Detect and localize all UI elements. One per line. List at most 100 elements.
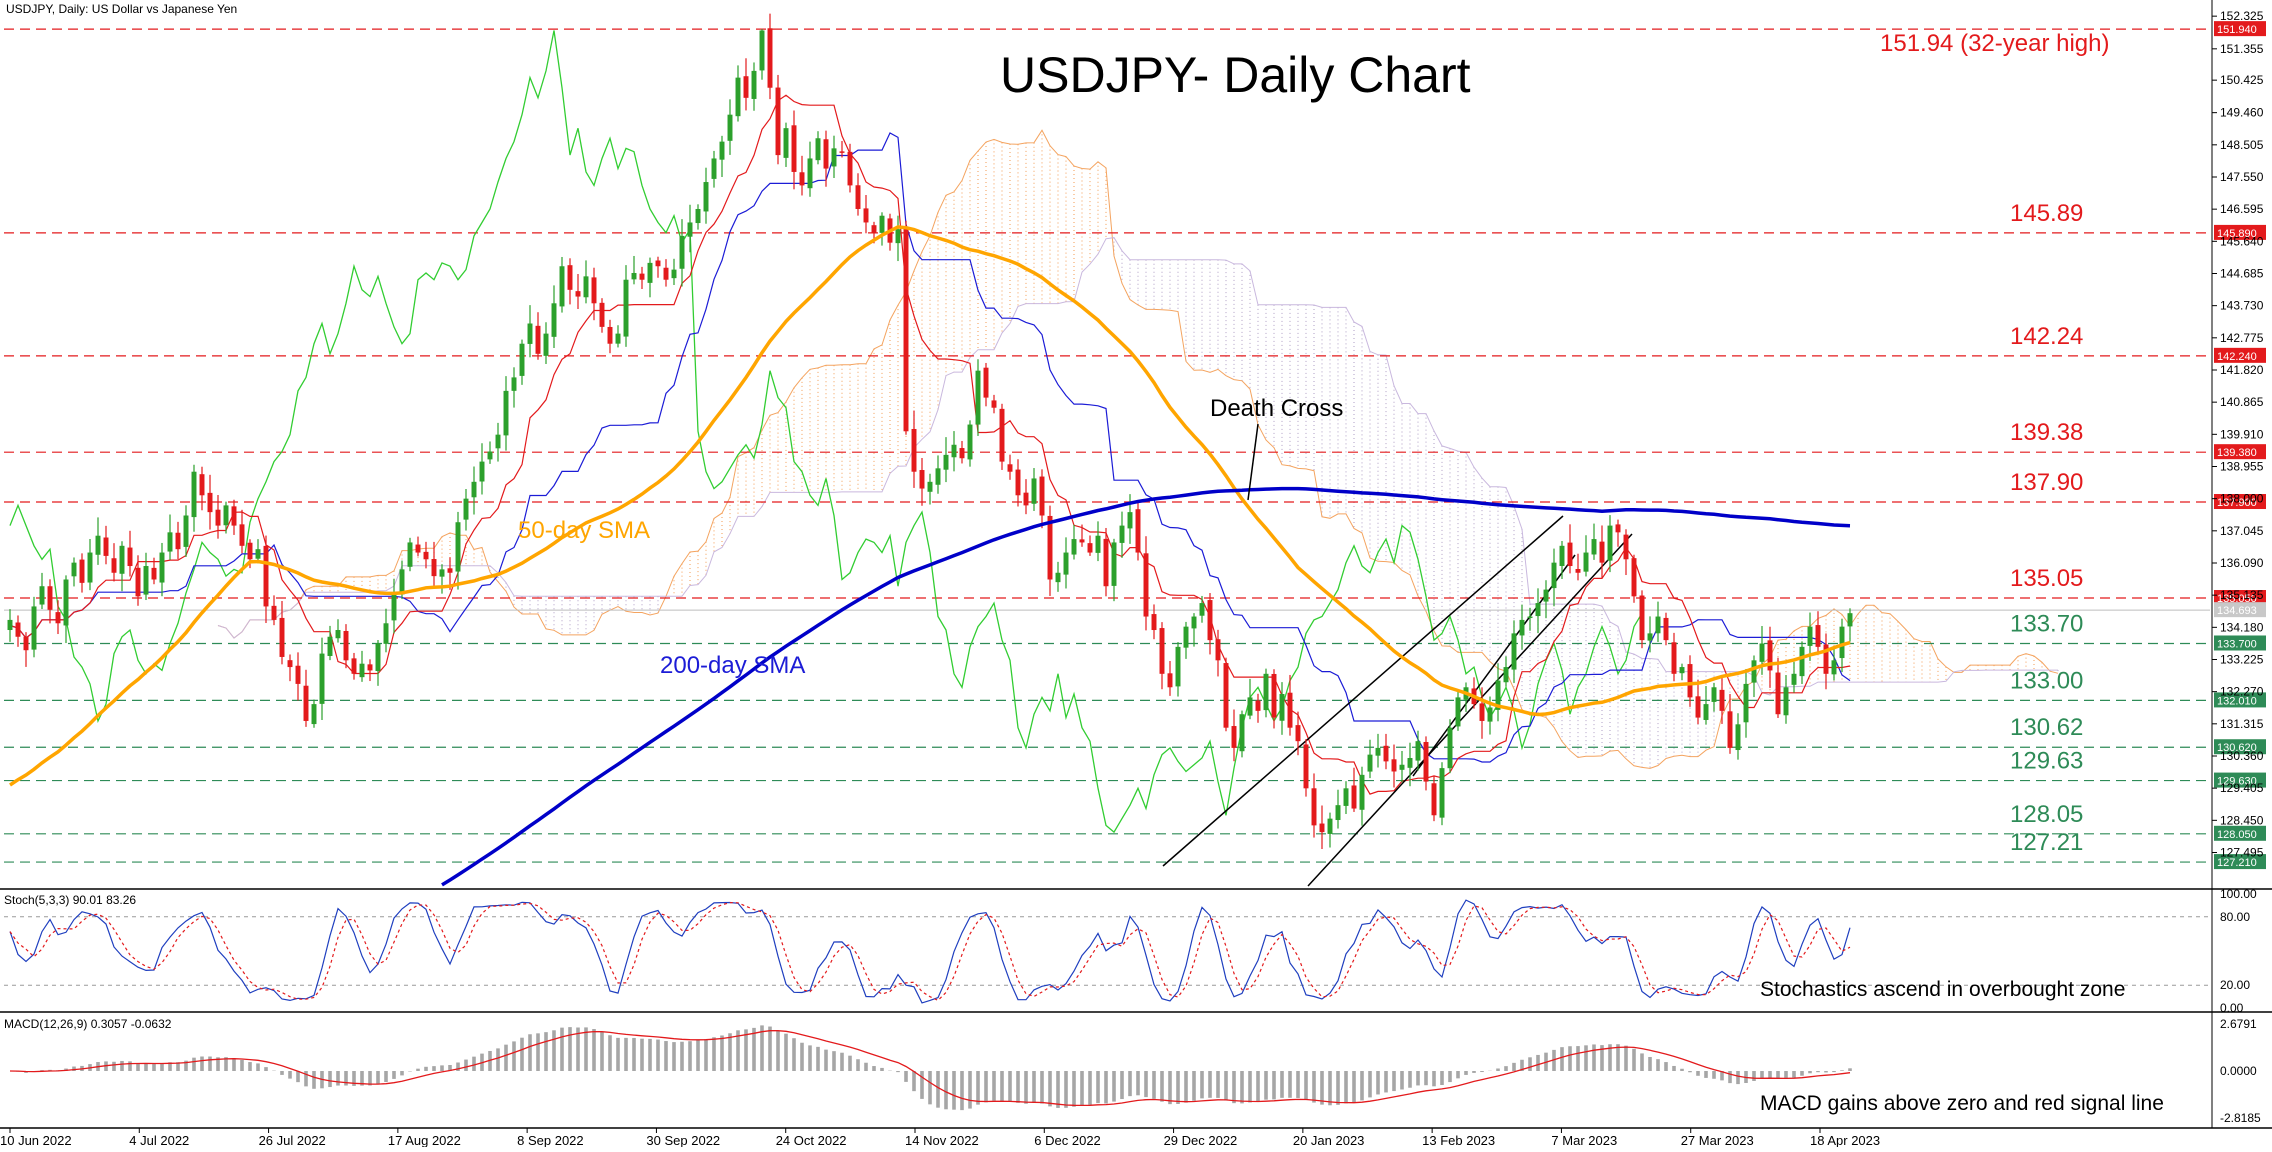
- candle-body: [1679, 667, 1685, 674]
- candle-body: [1159, 628, 1165, 674]
- candle-body: [1151, 614, 1157, 631]
- candle-body: [319, 653, 325, 704]
- candle-body: [1767, 640, 1773, 671]
- x-tick-label: 4 Jul 2022: [129, 1133, 189, 1147]
- candle-body: [911, 428, 917, 472]
- candle-body: [1247, 697, 1253, 716]
- candle-body: [383, 623, 389, 644]
- candle-body: [447, 568, 453, 573]
- candle-body: [63, 579, 69, 626]
- candle-body: [1079, 539, 1085, 543]
- candle-body: [7, 619, 13, 631]
- axis-tag-1: 145.890: [2217, 228, 2257, 240]
- candle-body: [167, 532, 173, 552]
- candle-body: [183, 515, 189, 547]
- axis-tag-7: 132.010: [2217, 695, 2257, 707]
- candle-body: [567, 265, 573, 290]
- kijun-sen-line: [9, 132, 1851, 763]
- stoch-d-line: [9, 901, 1851, 1002]
- candle-body: [719, 141, 725, 160]
- y-tick-label: 143.730: [2220, 299, 2264, 313]
- y-tick-label: 128.450: [2220, 813, 2264, 827]
- candle-body: [1631, 558, 1637, 597]
- candle-body: [703, 182, 709, 212]
- axis-tag-bg-8: [2214, 739, 2266, 755]
- stoch-y-label: 20.00: [2220, 978, 2250, 992]
- candle-body: [1447, 727, 1453, 769]
- candle-body: [1343, 788, 1349, 806]
- candle-body: [1647, 633, 1653, 641]
- candle-body: [1335, 805, 1341, 821]
- candle-body: [895, 229, 901, 244]
- candle-body: [47, 586, 53, 610]
- candle-body: [1023, 492, 1029, 506]
- candle-body: [1639, 595, 1645, 641]
- candle-body: [1415, 741, 1421, 761]
- candle-body: [375, 643, 381, 672]
- candle-body: [1175, 646, 1181, 687]
- candle-body: [927, 481, 933, 492]
- candle-body: [1479, 703, 1485, 721]
- candle-body: [1783, 687, 1789, 716]
- y-tick-label: 152.325: [2220, 9, 2264, 23]
- y-tick-label: 145.640: [2220, 234, 2264, 248]
- y-tick-label: 150.425: [2220, 73, 2264, 87]
- sma-200-line: [441, 486, 1851, 887]
- candle-body: [1775, 672, 1781, 715]
- candle-body: [1111, 542, 1117, 586]
- level-label-10: 128.05: [2010, 801, 2083, 828]
- candle-body: [271, 605, 277, 620]
- candle-body: [1607, 525, 1613, 561]
- candle-body: [655, 260, 661, 267]
- candle-body: [127, 547, 133, 567]
- y-tick-label: 129.405: [2220, 781, 2264, 795]
- candle-body: [207, 492, 213, 513]
- candle-body: [151, 567, 157, 580]
- y-tick-label: 149.460: [2220, 106, 2264, 120]
- axis-tag-bg-0: [2214, 21, 2266, 37]
- level-label-2: 142.24: [2010, 323, 2083, 350]
- candle-body: [791, 125, 797, 172]
- candle-body: [1815, 625, 1821, 647]
- candle-body: [1391, 759, 1397, 772]
- candle-body: [1423, 741, 1429, 782]
- candle-body: [1623, 534, 1629, 560]
- candle-body: [991, 400, 997, 408]
- candle-body: [311, 704, 317, 725]
- candle-body: [223, 505, 229, 526]
- x-tick-label: 7 Mar 2023: [1551, 1133, 1617, 1147]
- candle-body: [1663, 617, 1669, 641]
- candle-body: [495, 434, 501, 449]
- candle-body: [327, 636, 333, 656]
- candle-body: [15, 622, 21, 637]
- candle-body: [199, 474, 205, 496]
- candle-body: [215, 509, 221, 526]
- candle-body: [919, 470, 925, 489]
- candle-body: [1223, 663, 1229, 728]
- candle-body: [519, 343, 525, 376]
- candle-body: [1519, 619, 1525, 636]
- axis-tag-8: 130.620: [2217, 742, 2257, 754]
- level-label-3: 139.38: [2010, 419, 2083, 446]
- candle-body: [95, 535, 101, 555]
- candle-body: [735, 77, 741, 117]
- candle-body: [1311, 788, 1317, 826]
- candle-body: [1135, 509, 1141, 553]
- stoch-y-label: 100.00: [2220, 887, 2257, 901]
- candle-body: [303, 685, 309, 721]
- candle-body: [247, 542, 253, 560]
- candle-body: [431, 559, 437, 577]
- x-tick-label: 6 Dec 2022: [1034, 1133, 1101, 1147]
- level-label-11: 127.21: [2010, 829, 2083, 856]
- senkou-span-b-line: [217, 237, 2058, 696]
- axis-tag-bg-2: [2214, 347, 2266, 363]
- candle-body: [831, 148, 837, 167]
- level-label-6: 133.70: [2010, 610, 2083, 637]
- x-tick-label: 18 Apr 2023: [1810, 1133, 1880, 1147]
- candle-body: [527, 323, 533, 344]
- candle-body: [1535, 603, 1541, 617]
- x-tick-label: 20 Jan 2023: [1293, 1133, 1365, 1147]
- chikou-span-line: [9, 30, 1643, 834]
- x-tick-label: 10 Jun 2022: [0, 1133, 72, 1147]
- axis-tag-bg-5: [2214, 590, 2266, 606]
